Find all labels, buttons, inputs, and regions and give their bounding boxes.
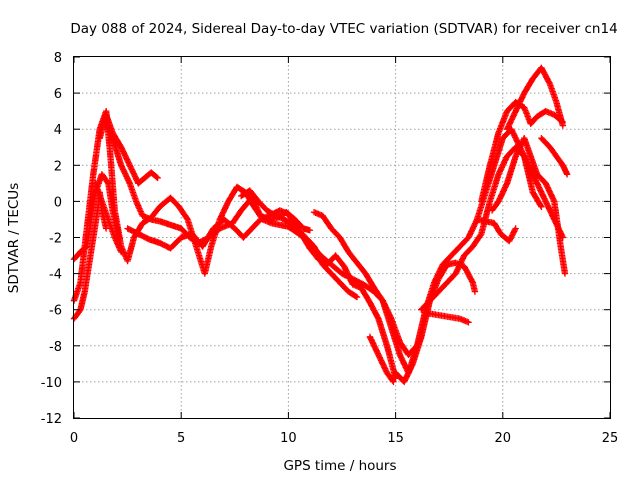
- series-trace-10: [366, 333, 397, 386]
- data-points: [70, 64, 571, 386]
- x-tick-label: 25: [602, 431, 619, 446]
- series-trace-9: [310, 209, 425, 358]
- x-tick-label: 20: [495, 431, 512, 446]
- y-tick-label: -12: [41, 412, 62, 427]
- series-trace-8: [238, 187, 399, 382]
- y-tick-label: -2: [49, 232, 62, 247]
- series-trace-15: [503, 64, 567, 133]
- axis-ticks: 0 5 10 15 20 25 -12 -10 -8 -6 -4 -2 0 2 4 6 8: [41, 51, 619, 446]
- y-tick-label: -8: [49, 340, 62, 355]
- x-tick-label: 10: [280, 431, 297, 446]
- y-tick-label: 4: [54, 123, 62, 138]
- y-tick-label: 6: [54, 87, 62, 102]
- data-marks: [538, 135, 571, 178]
- x-tick-label: 0: [70, 431, 78, 446]
- y-tick-label: 2: [54, 159, 62, 174]
- series-trace-18: [538, 135, 571, 178]
- data-marks: [418, 144, 545, 313]
- x-tick-label: 5: [177, 431, 185, 446]
- data-marks: [503, 64, 567, 133]
- y-tick-label: -4: [49, 268, 62, 283]
- chart-title: Day 088 of 2024, Sidereal Day-to-day VTE…: [70, 21, 617, 37]
- data-marks: [366, 333, 397, 386]
- grid: [74, 57, 610, 418]
- series-trace-17: [473, 216, 519, 245]
- series-trace-16: [488, 135, 569, 277]
- y-axis-label: SDTVAR / TECUs: [6, 183, 22, 293]
- y-tick-label: -6: [49, 304, 62, 319]
- series-trace-7: [124, 207, 361, 301]
- series-trace-13: [424, 310, 472, 326]
- y-tick-label: 8: [54, 51, 62, 66]
- data-marks: [124, 207, 361, 301]
- series-trace-6: [92, 180, 125, 256]
- plot-frame: [73, 56, 611, 419]
- series-trace-12: [418, 144, 545, 313]
- y-tick-label: -10: [41, 376, 62, 391]
- series-trace-14: [478, 98, 567, 205]
- data-marks: [92, 180, 125, 256]
- data-marks: [310, 209, 425, 358]
- y-tick-label: 0: [54, 195, 62, 210]
- x-axis-label: GPS time / hours: [283, 458, 396, 474]
- data-marks: [488, 135, 569, 277]
- data-marks: [238, 187, 399, 382]
- data-marks: [478, 98, 567, 205]
- data-marks: [473, 216, 519, 245]
- x-tick-label: 15: [387, 431, 404, 446]
- data-marks: [424, 310, 472, 326]
